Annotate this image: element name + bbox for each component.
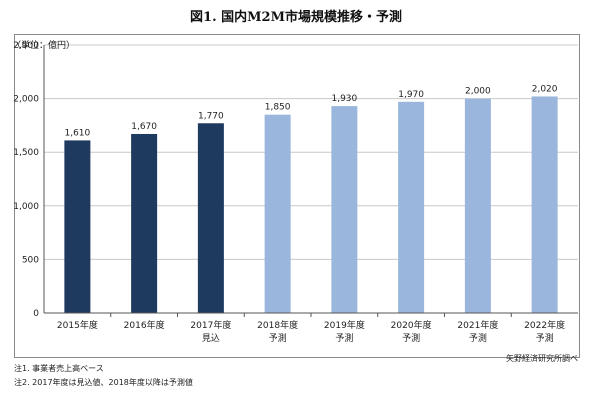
x-tick-label: 予測 <box>402 332 420 344</box>
x-tick-label: 2017年度 <box>190 319 231 331</box>
x-tick-label: 2015年度 <box>57 319 98 331</box>
bar-7 <box>464 98 491 313</box>
footnote-2: 注2. 2017年度は見込値、2018年度以降は予測値 <box>14 378 193 387</box>
chart-title: 図1. 国内M2M市場規模推移・予測 <box>190 10 402 25</box>
axes <box>43 45 578 317</box>
y-tick-label: 1,500 <box>13 148 39 158</box>
gridlines <box>44 44 578 260</box>
x-tick-label: 2021年度 <box>457 319 498 331</box>
x-tick-label: 予測 <box>269 332 287 344</box>
bar-1 <box>64 140 91 313</box>
labels: 0 500 1,000 1,500 2,000 2,500 1,610 2015年度 1,670… <box>13 41 565 344</box>
bar-3 <box>197 123 224 313</box>
data-label: 1,770 <box>198 111 224 121</box>
x-tick-label: 2022年度 <box>524 319 565 331</box>
x-tick-label: 2018年度 <box>257 319 298 331</box>
y-axis-unit-label: （単位：億円） <box>12 39 75 51</box>
y-tick-label: 2,500 <box>13 41 39 51</box>
bar-2 <box>131 133 158 313</box>
x-tick-label: 予測 <box>469 332 487 344</box>
x-tick-label: 予測 <box>536 332 554 344</box>
x-tick-label: 見込 <box>202 333 220 344</box>
y-tick-label: 0 <box>33 309 39 319</box>
bar-4 <box>264 114 291 314</box>
data-label: 1,610 <box>64 128 90 138</box>
bars <box>64 96 558 314</box>
data-label: 1,850 <box>265 103 291 113</box>
data-label: 1,970 <box>398 90 424 100</box>
x-tick-label: 2020年度 <box>391 319 432 331</box>
x-tick-label: 2019年度 <box>324 319 365 331</box>
data-label: 2,000 <box>465 87 491 97</box>
data-label: 1,930 <box>331 94 357 104</box>
y-tick-label: 2,000 <box>13 95 39 105</box>
y-tick-label: 500 <box>22 255 39 265</box>
footnote-1: 注1. 事業者売上高ベース <box>14 364 104 373</box>
x-tick-label: 予測 <box>335 332 353 344</box>
bar-6 <box>398 101 425 313</box>
data-label: 1,670 <box>131 122 157 132</box>
bar-5 <box>331 106 358 313</box>
x-tick-label: 2016年度 <box>124 319 165 331</box>
bar-8 <box>531 96 558 314</box>
y-tick-label: 1,000 <box>13 202 39 212</box>
data-label: 2,020 <box>532 84 558 94</box>
source-note: 矢野経済研究所調べ <box>506 354 578 363</box>
